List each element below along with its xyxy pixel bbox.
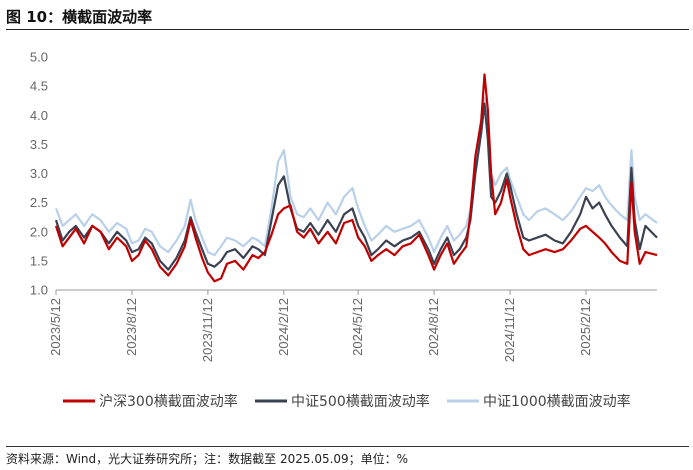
legend-label-0: 沪深300横截面波动率	[99, 393, 238, 410]
x-tick-label: 2025/2/12	[578, 298, 593, 356]
source-divider	[6, 446, 689, 447]
page-title: 图 10：横截面波动率	[6, 8, 153, 26]
y-tick-label: 4.0	[30, 108, 48, 123]
y-tick-label: 2.5	[30, 195, 48, 210]
y-tick-label: 2.0	[30, 224, 48, 239]
y-tick-label: 1.0	[30, 283, 48, 298]
series-lines	[54, 73, 658, 283]
source-note: 资料来源：Wind，光大证券研究所；注：数据截至 2025.05.09；单位：%	[6, 452, 409, 466]
series-line-0	[54, 73, 658, 283]
series-line-1	[54, 102, 658, 271]
y-tick-label: 1.5	[30, 253, 48, 268]
y-axis: 1.0 1.5 2.0 2.5 3.0 3.5 4.0 4.5 5.0	[30, 50, 48, 298]
line-chart: 1.01.52.02.53.03.54.04.55.0 2023/5/12 202…	[30, 50, 658, 410]
series-line-2	[54, 96, 658, 257]
y-tick-label: 3.0	[30, 166, 48, 181]
x-tick-label: 2024/8/12	[426, 298, 441, 356]
legend: 沪深300横截面波动率 中证500横截面波动率 中证1000横截面波动率	[63, 393, 631, 410]
y-tick-label: 3.5	[30, 137, 48, 152]
x-tick-label: 2024/11/12	[502, 298, 517, 362]
x-tick-label: 2023/5/12	[48, 298, 63, 356]
x-tick-label: 2024/5/12	[350, 298, 365, 356]
x-tick-label: 2023/8/12	[124, 298, 139, 356]
x-tick-label: 2023/11/12	[200, 298, 215, 362]
y-tick-label: 4.5	[30, 79, 48, 94]
x-tick-label: 2024/2/12	[276, 298, 291, 356]
x-axis: 2023/5/12 2023/8/12 2023/11/12 2024/2/12 202…	[48, 289, 657, 362]
title-divider	[6, 29, 689, 30]
legend-label-2: 中证1000横截面波动率	[483, 393, 631, 410]
y-tick-label: 5.0	[30, 50, 48, 65]
legend-label-1: 中证500横截面波动率	[291, 393, 430, 410]
